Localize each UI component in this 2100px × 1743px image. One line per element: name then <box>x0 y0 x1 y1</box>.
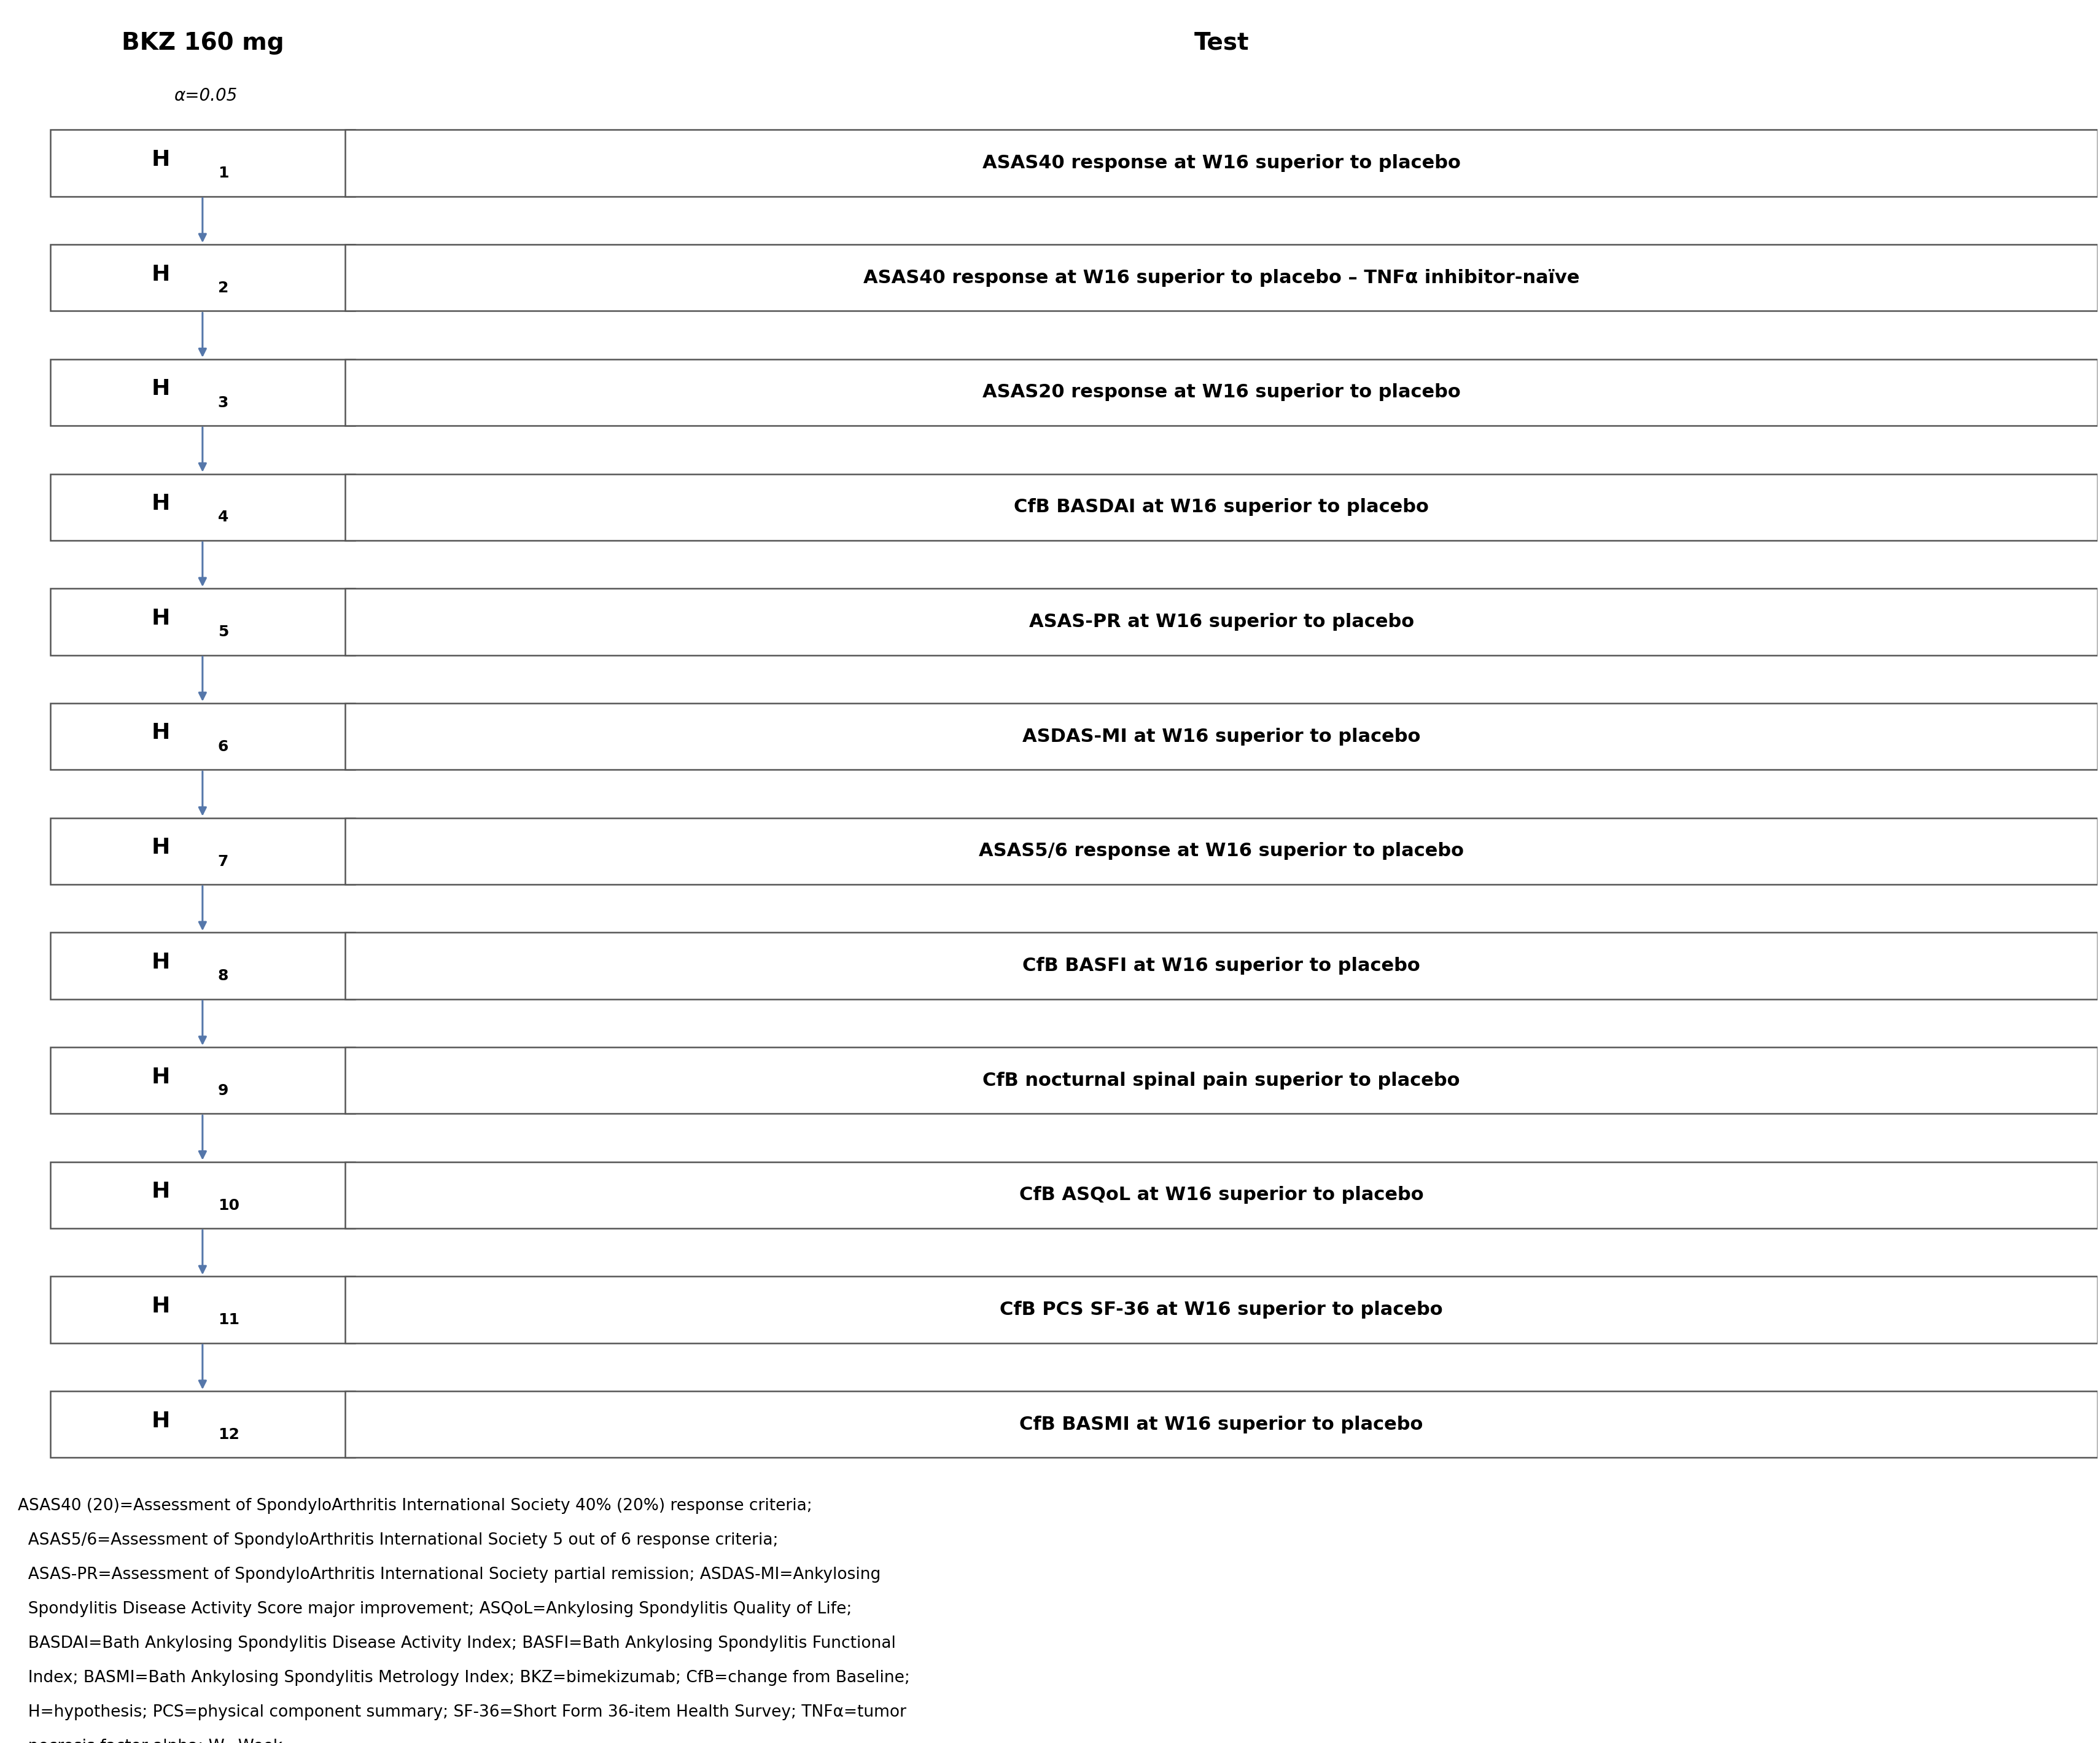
FancyBboxPatch shape <box>50 933 355 999</box>
Text: 7: 7 <box>218 854 229 868</box>
Text: H: H <box>151 1410 170 1431</box>
Text: ASDAS-MI at W16 superior to placebo: ASDAS-MI at W16 superior to placebo <box>1023 727 1420 746</box>
FancyBboxPatch shape <box>50 702 355 770</box>
FancyBboxPatch shape <box>50 474 355 540</box>
Text: CfB ASQoL at W16 superior to placebo: CfB ASQoL at W16 superior to placebo <box>1019 1187 1424 1204</box>
Text: ASAS40 response at W16 superior to placebo – TNFα inhibitor-naïve: ASAS40 response at W16 superior to place… <box>863 268 1579 286</box>
Text: 2: 2 <box>218 281 229 296</box>
Text: 1: 1 <box>218 166 229 181</box>
Text: ASAS20 response at W16 superior to placebo: ASAS20 response at W16 superior to place… <box>983 383 1459 401</box>
FancyBboxPatch shape <box>50 129 355 197</box>
Text: Spondylitis Disease Activity Score major improvement; ASQoL=Ankylosing Spondylit: Spondylitis Disease Activity Score major… <box>17 1602 853 1618</box>
Text: 11: 11 <box>218 1312 239 1328</box>
Text: H: H <box>151 378 170 399</box>
Text: ASAS40 (20)=Assessment of SpondyloArthritis International Society 40% (20%) resp: ASAS40 (20)=Assessment of SpondyloArthri… <box>17 1497 813 1513</box>
FancyBboxPatch shape <box>50 1276 355 1344</box>
FancyBboxPatch shape <box>344 1391 2098 1457</box>
Text: H: H <box>151 1295 170 1316</box>
Text: α=0.05: α=0.05 <box>174 87 237 105</box>
Text: CfB PCS SF-36 at W16 superior to placebo: CfB PCS SF-36 at W16 superior to placebo <box>1000 1300 1443 1319</box>
Text: H: H <box>151 608 170 629</box>
Text: ASAS5/6 response at W16 superior to placebo: ASAS5/6 response at W16 superior to plac… <box>979 842 1464 859</box>
FancyBboxPatch shape <box>50 589 355 655</box>
FancyBboxPatch shape <box>344 1163 2098 1229</box>
FancyBboxPatch shape <box>50 1163 355 1229</box>
Text: ASAS40 response at W16 superior to placebo: ASAS40 response at W16 superior to place… <box>983 153 1459 173</box>
Text: H: H <box>151 150 170 171</box>
Text: H: H <box>151 952 170 973</box>
Text: ASAS-PR=Assessment of SpondyloArthritis International Society partial remission;: ASAS-PR=Assessment of SpondyloArthritis … <box>17 1567 880 1583</box>
Text: CfB BASDAI at W16 superior to placebo: CfB BASDAI at W16 superior to placebo <box>1014 498 1428 516</box>
Text: BKZ 160 mg: BKZ 160 mg <box>122 31 284 54</box>
Text: H: H <box>151 493 170 514</box>
FancyBboxPatch shape <box>50 244 355 310</box>
Text: 5: 5 <box>218 624 229 640</box>
FancyBboxPatch shape <box>344 129 2098 197</box>
FancyBboxPatch shape <box>344 244 2098 310</box>
FancyBboxPatch shape <box>344 817 2098 884</box>
Text: CfB nocturnal spinal pain superior to placebo: CfB nocturnal spinal pain superior to pl… <box>983 1072 1459 1089</box>
Text: Test: Test <box>1195 31 1250 54</box>
Text: ASAS5/6=Assessment of SpondyloArthritis International Society 5 out of 6 respons: ASAS5/6=Assessment of SpondyloArthritis … <box>17 1532 779 1548</box>
Text: 8: 8 <box>218 969 229 983</box>
Text: H: H <box>151 1067 170 1088</box>
FancyBboxPatch shape <box>50 817 355 884</box>
FancyBboxPatch shape <box>344 1048 2098 1114</box>
Text: H: H <box>151 1182 170 1203</box>
FancyBboxPatch shape <box>344 702 2098 770</box>
Text: H: H <box>151 263 170 284</box>
Text: 4: 4 <box>218 511 229 525</box>
FancyBboxPatch shape <box>344 589 2098 655</box>
FancyBboxPatch shape <box>344 359 2098 425</box>
Text: CfB BASMI at W16 superior to placebo: CfB BASMI at W16 superior to placebo <box>1021 1415 1424 1433</box>
Text: 9: 9 <box>218 1084 229 1098</box>
FancyBboxPatch shape <box>344 1276 2098 1344</box>
Text: 12: 12 <box>218 1428 239 1441</box>
Text: ASAS-PR at W16 superior to placebo: ASAS-PR at W16 superior to placebo <box>1029 614 1413 631</box>
Text: CfB BASFI at W16 superior to placebo: CfB BASFI at W16 superior to placebo <box>1023 957 1420 974</box>
Text: H: H <box>151 723 170 744</box>
FancyBboxPatch shape <box>50 1391 355 1457</box>
FancyBboxPatch shape <box>50 359 355 425</box>
Text: 10: 10 <box>218 1197 239 1213</box>
Text: necrosis factor alpha; W=Week: necrosis factor alpha; W=Week <box>17 1738 284 1743</box>
Text: H: H <box>151 837 170 858</box>
FancyBboxPatch shape <box>50 1048 355 1114</box>
FancyBboxPatch shape <box>344 474 2098 540</box>
Text: 6: 6 <box>218 739 229 755</box>
Text: Index; BASMI=Bath Ankylosing Spondylitis Metrology Index; BKZ=bimekizumab; CfB=c: Index; BASMI=Bath Ankylosing Spondylitis… <box>17 1670 909 1685</box>
FancyBboxPatch shape <box>344 933 2098 999</box>
Text: H=hypothesis; PCS=physical component summary; SF-36=Short Form 36-item Health Su: H=hypothesis; PCS=physical component sum… <box>17 1705 907 1720</box>
Text: 3: 3 <box>218 396 229 410</box>
Text: BASDAI=Bath Ankylosing Spondylitis Disease Activity Index; BASFI=Bath Ankylosing: BASDAI=Bath Ankylosing Spondylitis Disea… <box>17 1635 897 1651</box>
